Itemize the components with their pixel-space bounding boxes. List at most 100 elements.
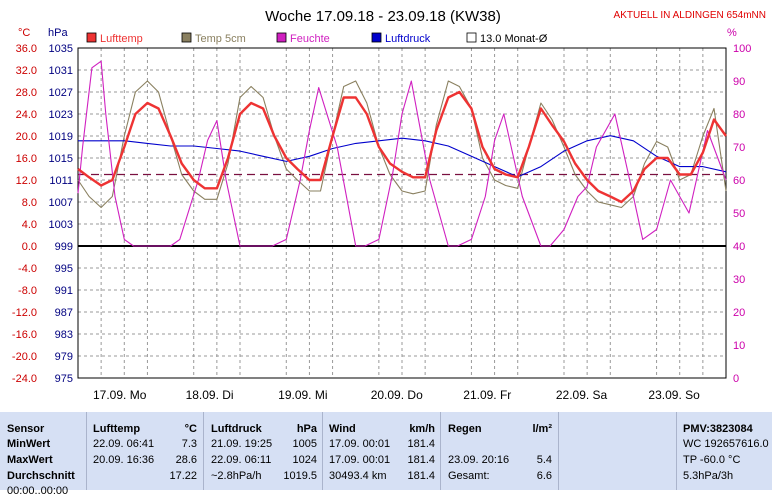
- stats-regen-unit: l/m²: [532, 423, 552, 435]
- series-line-feuchte: [77, 60, 727, 247]
- stats-wind-avg-val: 181.4: [407, 470, 435, 482]
- stats-luftdruck-min-val: 1005: [292, 438, 317, 450]
- pressure-tick-label: 979: [55, 351, 73, 363]
- legend-swatch-4: [371, 32, 382, 43]
- temp-tick-label: 28.0: [16, 87, 37, 99]
- stats-regen-max-val: 5.4: [536, 454, 552, 466]
- stats-luftdruck-min-time: 21.09. 19:25: [211, 438, 273, 450]
- stats-row-min-label: MinWert: [7, 438, 51, 450]
- humidity-tick-label: 20: [733, 307, 745, 319]
- pressure-tick-label: 1007: [49, 197, 73, 209]
- temp-tick-label: 24.0: [16, 109, 37, 121]
- x-tick-label: 17.09. Mo: [93, 388, 147, 402]
- pressure-tick-label: 1019: [49, 131, 73, 143]
- humidity-tick-label: 90: [733, 76, 745, 88]
- humidity-tick-label: 50: [733, 208, 745, 220]
- stats-luftdruck-unit: hPa: [296, 423, 317, 435]
- humidity-tick-label: 30: [733, 274, 745, 286]
- pressure-tick-label: 975: [55, 373, 73, 385]
- stats-row-max-label: MaxWert: [7, 454, 53, 466]
- stats-luftdruck-title: Luftdruck: [211, 423, 262, 435]
- stats-sensor-column: Sensor MinWert MaxWert Durchschnitt 00:0…: [0, 412, 87, 497]
- humidity-tick-label: 100: [733, 43, 751, 55]
- stats-luftdruck-trend: ~2.8hPa/h: [211, 470, 262, 482]
- statistics-panel: Sensor MinWert MaxWert Durchschnitt 00:0…: [0, 412, 772, 497]
- legend-label-1: Lufttemp: [100, 33, 143, 45]
- temp-tick-label: 12.0: [16, 175, 37, 187]
- pressure-tick-label: 1035: [49, 43, 73, 55]
- pressure-tick-label: 1031: [49, 65, 73, 77]
- temp-tick-label: -16.0: [12, 329, 37, 341]
- temp-tick-label: 8.0: [22, 197, 37, 209]
- stats-wind-title: Wind: [329, 423, 356, 435]
- pressure-tick-label: 995: [55, 263, 73, 275]
- stats-pmv-title: PMV:3823084: [683, 423, 753, 435]
- x-tick-label: 20.09. Do: [371, 388, 423, 402]
- legend-label-2: Temp 5cm: [195, 33, 246, 45]
- series-line-luftdruck: [78, 135, 727, 178]
- stats-wind-min-val: 181.4: [407, 438, 435, 450]
- temp-tick-label: 0.0: [22, 241, 37, 253]
- stats-lufttemp-avg-val: 17.22: [169, 470, 197, 482]
- pressure-tick-label: 1011: [49, 175, 73, 187]
- temp-tick-label: 36.0: [16, 43, 37, 55]
- stats-regen-total-label: Gesamt:: [448, 470, 490, 482]
- stats-wind-max-val: 181.4: [407, 454, 435, 466]
- stats-pmv-trend: 5.3hPa/3h: [683, 470, 734, 482]
- humidity-tick-label: 60: [733, 175, 745, 187]
- legend-swatch-2: [181, 32, 192, 43]
- stats-wind-unit: km/h: [409, 423, 435, 435]
- pressure-tick-label: 983: [55, 329, 73, 341]
- humidity-tick-label: 40: [733, 241, 745, 253]
- x-tick-label: 22.09. Sa: [556, 388, 608, 402]
- stats-pmv-wc: WC 192657616.0: [683, 438, 769, 450]
- stats-regen-total-val: 6.6: [536, 470, 552, 482]
- stats-wind-distance: 30493.4 km: [329, 470, 387, 482]
- temp-tick-label: -12.0: [12, 307, 37, 319]
- legend-swatch-3: [276, 32, 287, 43]
- legend-swatch-5: [466, 32, 477, 43]
- temp-axis-unit: °C: [18, 27, 30, 39]
- top-right-note: AKTUELL IN ALDINGEN 654mNN: [614, 10, 766, 21]
- stats-pmv-tp: TP -60.0 °C: [683, 454, 741, 466]
- temp-tick-label: -8.0: [18, 285, 37, 297]
- weather-chart: Woche 17.09.18 - 23.09.18 (KW38) AKTUELL…: [11, 8, 766, 402]
- pressure-tick-label: 999: [55, 241, 73, 253]
- temp-tick-label: 16.0: [16, 153, 37, 165]
- series-line-lufttemp: [77, 90, 727, 204]
- stats-lufttemp-min-time: 22.09. 06:41: [93, 438, 155, 450]
- pressure-tick-label: 1015: [49, 153, 73, 165]
- stats-lufttemp-max-val: 28.6: [175, 454, 197, 466]
- stats-luftdruck-max-time: 22.09. 06:11: [211, 454, 272, 466]
- stats-pmv-column: PMV:3823084 WC 192657616.0 TP -60.0 °C 5…: [677, 412, 772, 490]
- stats-regen-column: Regen l/m² 23.09. 20:16 5.4 Gesamt: 6.6: [441, 412, 559, 490]
- humidity-tick-label: 0: [733, 373, 739, 385]
- stats-luftdruck-max-val: 1024: [292, 454, 317, 466]
- legend: Lufttemp Temp 5cm Feuchte Luftdruck 13.0 Mon…: [86, 32, 548, 45]
- x-tick-label: 18.09. Di: [186, 388, 234, 402]
- humidity-axis-unit: %: [727, 27, 737, 39]
- humidity-tick-label: 10: [733, 340, 745, 352]
- legend-label-4: Luftdruck: [385, 33, 431, 45]
- temp-tick-label: 32.0: [16, 65, 37, 77]
- stats-lufttemp-title: Lufttemp: [93, 423, 141, 435]
- temp-tick-label: 4.0: [22, 219, 37, 231]
- stats-lufttemp-min-val: 7.3: [181, 438, 197, 450]
- plot-frame: [77, 47, 727, 379]
- series-line-temp-5cm: [77, 80, 727, 209]
- temp-tick-label: -20.0: [12, 351, 37, 363]
- stats-row-range-label: 00:00..00:00: [7, 485, 69, 497]
- stats-empty-column: [559, 412, 677, 490]
- stats-luftdruck-avg-val: 1019.5: [283, 470, 317, 482]
- stats-lufttemp-column: Lufttemp °C 22.09. 06:41 7.3 20.09. 16:36 2…: [87, 412, 204, 490]
- temp-tick-label: 20.0: [16, 131, 37, 143]
- pressure-axis-unit: hPa: [48, 27, 68, 39]
- stats-luftdruck-column: Luftdruck hPa 21.09. 19:25 1005 22.09. 06:…: [204, 412, 323, 490]
- stats-regen-title: Regen: [448, 423, 482, 435]
- legend-label-5: 13.0 Monat-Ø: [480, 33, 548, 45]
- temp-tick-label: -4.0: [18, 263, 37, 275]
- legend-label-3: Feuchte: [290, 33, 330, 45]
- x-tick-label: 19.09. Mi: [278, 388, 327, 402]
- pressure-tick-label: 1027: [49, 87, 73, 99]
